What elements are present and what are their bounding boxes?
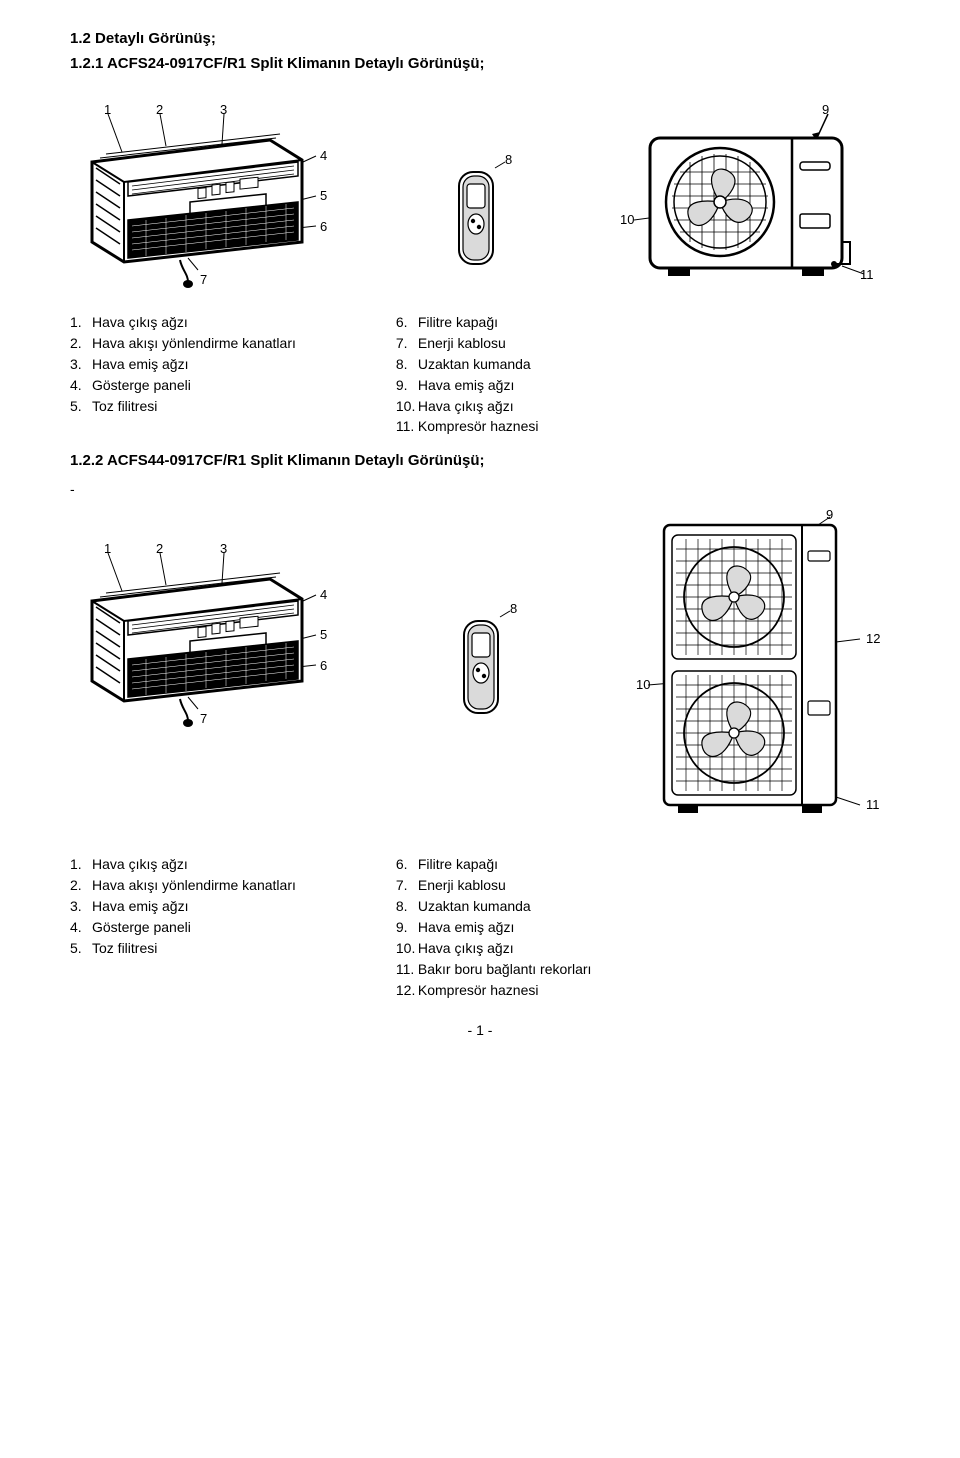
list-item: 8.Uzaktan kumanda [396,897,592,916]
parts-list-right: 6.Filitre kapağı 7.Enerji kablosu 8.Uzak… [396,313,539,438]
list-item: 3.Hava emiş ağzı [70,897,296,916]
list-item: 7.Enerji kablosu [396,876,592,895]
callout: 7 [200,272,207,287]
callout: 12 [866,631,880,646]
callout: 9 [822,102,829,117]
list-item: 4.Gösterge paneli [70,918,296,937]
list-item: 10.Hava çıkış ağzı [396,397,539,416]
callout: 5 [320,188,327,203]
indoor-unit-svg [70,102,350,297]
figure-row-1: 1 2 3 4 5 6 7 8 [70,102,890,297]
list-item: 3.Hava emiş ağzı [70,355,296,374]
list-item: 9.Hava emiş ağzı [396,376,539,395]
parts-list-1: 1.Hava çıkış ağzı 2.Hava akışı yönlendir… [70,313,890,438]
callout: 10 [636,677,650,692]
remote-svg [445,132,525,292]
outdoor-unit-1-svg [620,102,890,297]
list-item: 7.Enerji kablosu [396,334,539,353]
indoor-unit-figure-2: 1 2 3 4 5 6 7 [70,541,350,736]
remote-figure-2: 8 [450,581,530,741]
callout: 6 [320,658,327,673]
list-item: 11.Kompresör haznesi [396,417,539,436]
callout: 2 [156,541,163,556]
list-item: 11.Bakır boru bağlantı rekorları [396,960,592,979]
list-item: 5.Toz filitresi [70,939,296,958]
outdoor-unit-2-figure: 9 10 11 12 [630,501,890,831]
parts-list-left-2: 1.Hava çıkış ağzı 2.Hava akışı yönlendir… [70,855,296,1001]
callout: 2 [156,102,163,117]
callout: 8 [510,601,517,616]
remote-svg-2 [450,581,530,741]
callout: 5 [320,627,327,642]
parts-list-right-2: 6.Filitre kapağı 7.Enerji kablosu 8.Uzak… [396,855,592,1001]
parts-list-2: 1.Hava çıkış ağzı 2.Hava akışı yönlendir… [70,855,890,1001]
list-item: 1.Hava çıkış ağzı [70,855,296,874]
list-item: 2.Hava akışı yönlendirme kanatları [70,876,296,895]
list-item: 12.Kompresör haznesi [396,981,592,1000]
list-item: 6.Filitre kapağı [396,855,592,874]
subsection-heading-2: 1.2.2 ACFS44-0917CF/R1 Split Klimanın De… [70,452,890,469]
list-item: 8.Uzaktan kumanda [396,355,539,374]
callout: 1 [104,541,111,556]
callout: 11 [866,797,880,812]
list-item: 2.Hava akışı yönlendirme kanatları [70,334,296,353]
callout: 6 [320,219,327,234]
list-item: 1.Hava çıkış ağzı [70,313,296,332]
list-item: 4.Gösterge paneli [70,376,296,395]
callout: 3 [220,102,227,117]
indoor-unit-svg-2 [70,541,350,736]
callout: 4 [320,148,327,163]
parts-list-left: 1.Hava çıkış ağzı 2.Hava akışı yönlendir… [70,313,296,438]
page-number: - 1 - [70,1022,890,1038]
callout: 3 [220,541,227,556]
list-item: 10.Hava çıkış ağzı [396,939,592,958]
callout: 11 [860,267,874,282]
indoor-unit-figure: 1 2 3 4 5 6 7 [70,102,350,297]
remote-figure: 8 [445,132,525,292]
callout: 8 [505,152,512,167]
section-heading: 1.2 Detaylı Görünüş; [70,30,890,47]
dash-mark: - [70,481,890,497]
callout: 4 [320,587,327,602]
figure-row-2: 1 2 3 4 5 6 7 8 [70,501,890,831]
outdoor-unit-1-figure: 9 10 11 [620,102,890,297]
subsection-heading-1: 1.2.1 ACFS24-0917CF/R1 Split Klimanın De… [70,55,890,72]
outdoor-unit-2-svg [630,501,890,831]
callout: 7 [200,711,207,726]
list-item: 6.Filitre kapağı [396,313,539,332]
callout: 10 [620,212,634,227]
list-item: 5.Toz filitresi [70,397,296,416]
callout: 1 [104,102,111,117]
list-item: 9.Hava emiş ağzı [396,918,592,937]
callout: 9 [826,507,833,522]
